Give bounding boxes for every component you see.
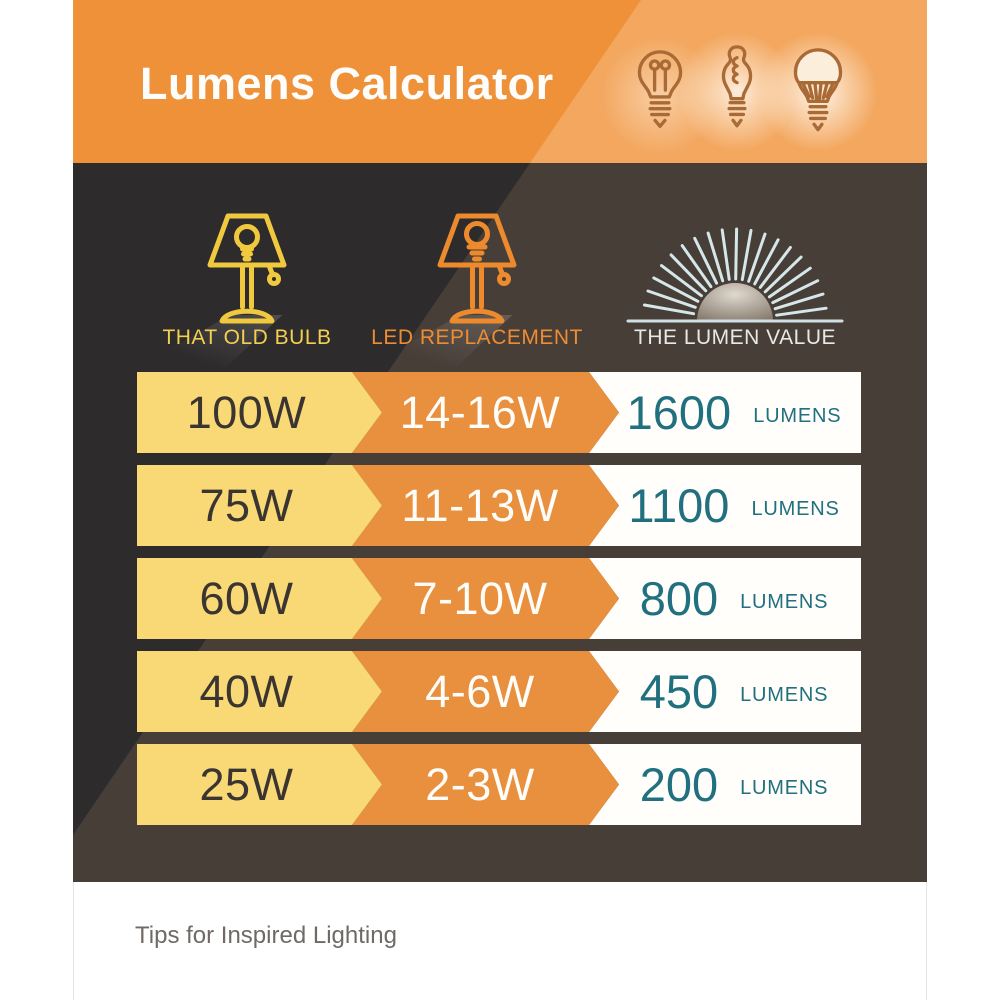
old-bulb-watts-segment: 60W	[137, 558, 382, 639]
column-header-led-replacement: LED REPLACEMENT	[371, 326, 583, 349]
lumens-unit-label: LUMENS	[753, 405, 842, 427]
infographic-card: Lumens Calculator	[73, 0, 927, 1000]
sunburst-icon	[625, 215, 845, 333]
lumens-value: 200	[639, 758, 719, 811]
comparison-panel: THAT OLD BULB LED REPLACEMENT THE LUMEN …	[73, 163, 927, 882]
lumens-segment: 1600 LUMENS	[589, 372, 861, 453]
old-bulb-watts-value: 40W	[199, 665, 294, 717]
table-row: 1100 LUMENS 11-13W 75W	[137, 465, 861, 546]
lumens-segment: 450 LUMENS	[589, 651, 861, 732]
table-row: 200 LUMENS 2-3W 25W	[137, 744, 861, 825]
table-lamp-icon	[182, 203, 312, 333]
old-bulb-watts-value: 100W	[186, 386, 307, 438]
old-bulb-watts-value: 25W	[199, 758, 294, 810]
old-bulb-watts-segment: 75W	[137, 465, 382, 546]
led-watts-segment: 14-16W	[352, 372, 619, 453]
incandescent-bulb-icon	[626, 46, 694, 140]
footer-tagline: Tips for Inspired Lighting	[135, 922, 397, 949]
footer: Tips for Inspired Lighting	[73, 882, 927, 1000]
led-watts-segment: 2-3W	[352, 744, 619, 825]
lumens-segment: 200 LUMENS	[589, 744, 861, 825]
lumens-value: 450	[639, 665, 719, 718]
page-title: Lumens Calculator	[140, 58, 554, 109]
old-bulb-watts-value: 60W	[199, 572, 294, 624]
table-row: 800 LUMENS 7-10W 60W	[137, 558, 861, 639]
lumens-segment: 800 LUMENS	[589, 558, 861, 639]
old-bulb-watts-segment: 100W	[137, 372, 382, 453]
old-bulb-watts-segment: 25W	[137, 744, 382, 825]
lumens-unit-label: LUMENS	[751, 498, 840, 520]
header: Lumens Calculator	[73, 0, 927, 163]
column-header-lumen-value: THE LUMEN VALUE	[634, 326, 836, 349]
led-watts-segment: 11-13W	[352, 465, 619, 546]
lumens-value: 1600	[626, 386, 732, 439]
led-watts-value: 4-6W	[425, 665, 535, 717]
edison-bulb-icon	[703, 42, 771, 136]
lumens-unit-label: LUMENS	[740, 777, 829, 799]
table-row: 1600 LUMENS 14-16W 100W	[137, 372, 861, 453]
lumens-segment: 1100 LUMENS	[589, 465, 861, 546]
lumens-value: 800	[639, 572, 719, 625]
old-bulb-watts-segment: 40W	[137, 651, 382, 732]
led-watts-value: 14-16W	[399, 386, 561, 438]
table-row: 450 LUMENS 4-6W 40W	[137, 651, 861, 732]
lumens-unit-label: LUMENS	[740, 684, 829, 706]
lumens-unit-label: LUMENS	[740, 591, 829, 613]
table-lamp-icon	[412, 203, 542, 333]
lumens-value: 1100	[628, 479, 730, 532]
column-header-old-bulb: THAT OLD BULB	[162, 326, 332, 349]
led-watts-value: 2-3W	[425, 758, 535, 810]
led-watts-value: 11-13W	[401, 479, 559, 531]
led-watts-value: 7-10W	[412, 572, 548, 624]
led-watts-segment: 4-6W	[352, 651, 619, 732]
old-bulb-watts-value: 75W	[199, 479, 294, 531]
led-bulb-icon	[784, 44, 852, 138]
led-watts-segment: 7-10W	[352, 558, 619, 639]
